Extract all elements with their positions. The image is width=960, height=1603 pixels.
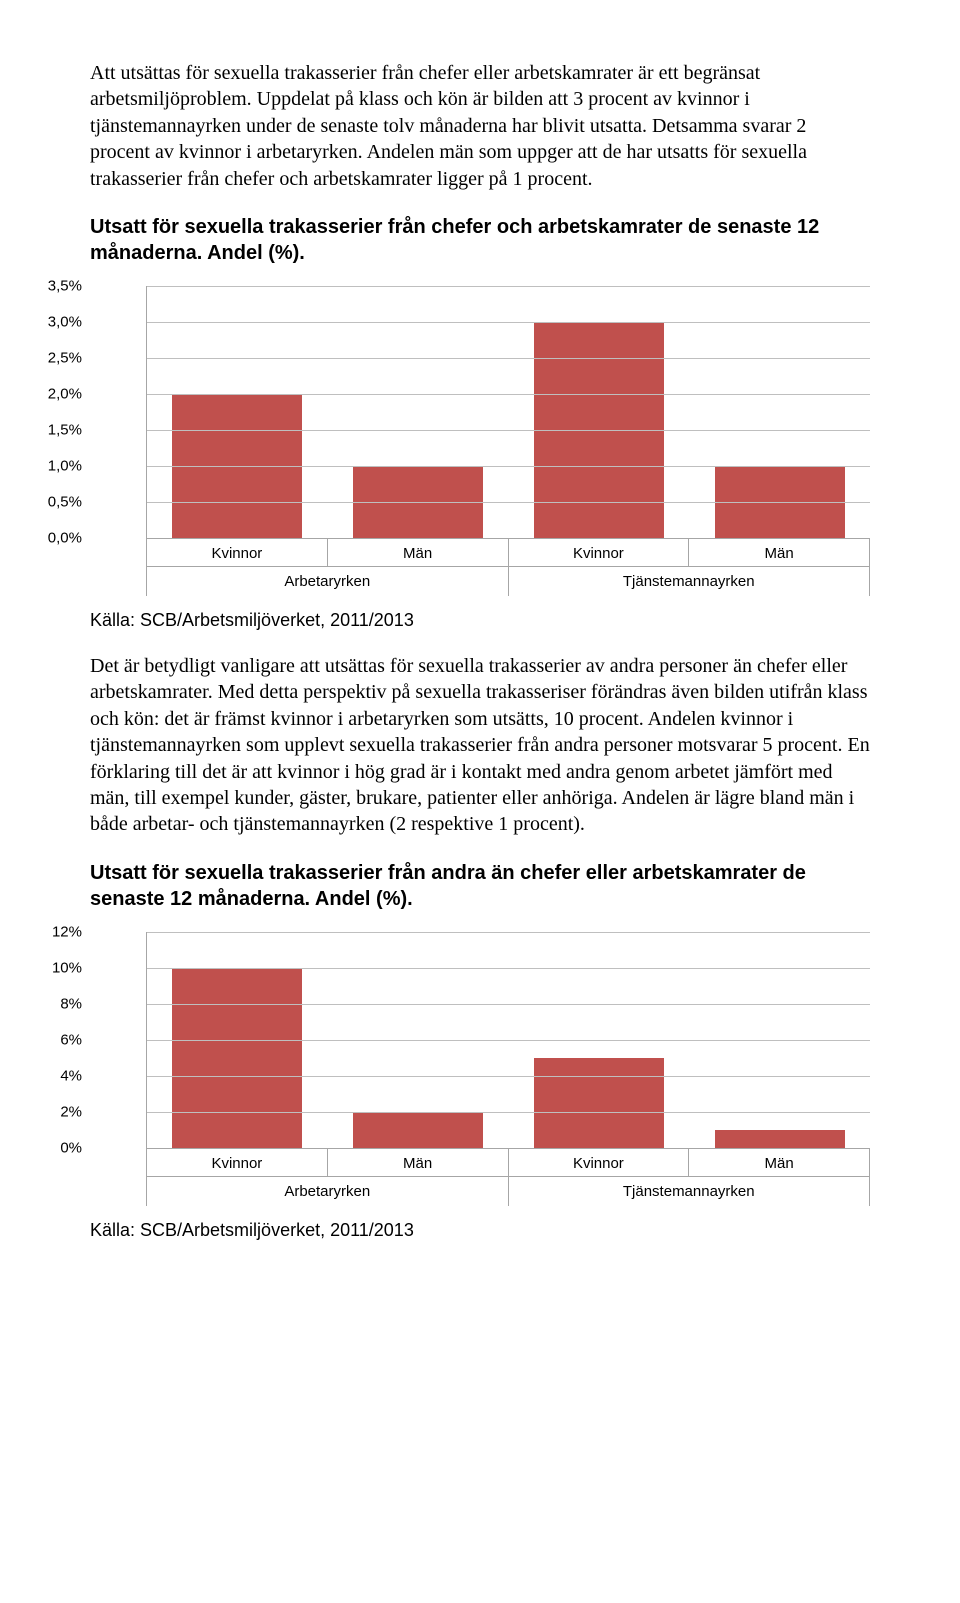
chart1-yaxis: 0,0%0,5%1,0%1,5%2,0%2,5%3,0%3,5% bbox=[90, 286, 146, 538]
chart2-xaxis: KvinnorMänKvinnorMän bbox=[146, 1149, 870, 1176]
xaxis-category-label: Kvinnor bbox=[508, 539, 689, 566]
gridline bbox=[147, 358, 870, 359]
ytick-label: 3,0% bbox=[48, 313, 90, 330]
gridline bbox=[147, 1112, 870, 1113]
xaxis-category-label: Kvinnor bbox=[508, 1149, 689, 1176]
gridline bbox=[147, 466, 870, 467]
bar-slot bbox=[509, 286, 690, 538]
paragraph-2: Det är betydligt vanligare att utsättas … bbox=[90, 653, 870, 838]
gridline bbox=[147, 286, 870, 287]
chart2-source: Källa: SCB/Arbetsmiljöverket, 2011/2013 bbox=[90, 1220, 870, 1241]
gridline bbox=[147, 430, 870, 431]
chart1-heading: Utsatt för sexuella trakasserier från ch… bbox=[90, 214, 870, 266]
gridline bbox=[147, 502, 870, 503]
chart2-yaxis: 0%2%4%6%8%10%12% bbox=[90, 932, 146, 1148]
bar-slot bbox=[328, 286, 509, 538]
chart2-heading: Utsatt för sexuella trakasserier från an… bbox=[90, 860, 870, 912]
chart1: 0,0%0,5%1,0%1,5%2,0%2,5%3,0%3,5% Kvinnor… bbox=[90, 286, 870, 596]
ytick-label: 1,5% bbox=[48, 421, 90, 438]
chart2-plot-area bbox=[146, 932, 870, 1149]
ytick-label: 0,5% bbox=[48, 493, 90, 510]
xaxis-group-label: Tjänstemannayrken bbox=[508, 1177, 871, 1206]
ytick-label: 12% bbox=[52, 923, 90, 940]
ytick-label: 2,5% bbox=[48, 349, 90, 366]
xaxis-group-label: Arbetaryrken bbox=[146, 1177, 508, 1206]
gridline bbox=[147, 932, 870, 933]
bar bbox=[172, 968, 302, 1148]
ytick-label: 2% bbox=[60, 1103, 90, 1120]
ytick-label: 10% bbox=[52, 959, 90, 976]
bar bbox=[715, 1130, 845, 1148]
gridline bbox=[147, 322, 870, 323]
chart1-source: Källa: SCB/Arbetsmiljöverket, 2011/2013 bbox=[90, 610, 870, 631]
ytick-label: 8% bbox=[60, 995, 90, 1012]
xaxis-category-label: Kvinnor bbox=[146, 539, 327, 566]
ytick-label: 6% bbox=[60, 1031, 90, 1048]
ytick-label: 3,5% bbox=[48, 277, 90, 294]
xaxis-category-label: Kvinnor bbox=[146, 1149, 327, 1176]
bar bbox=[534, 1058, 664, 1148]
ytick-label: 2,0% bbox=[48, 385, 90, 402]
ytick-label: 1,0% bbox=[48, 457, 90, 474]
gridline bbox=[147, 1076, 870, 1077]
chart2: 0%2%4%6%8%10%12% KvinnorMänKvinnorMän Ar… bbox=[90, 932, 870, 1206]
xaxis-group-label: Tjänstemannayrken bbox=[508, 567, 871, 596]
gridline bbox=[147, 394, 870, 395]
ytick-label: 0,0% bbox=[48, 529, 90, 546]
chart1-bars bbox=[147, 286, 870, 538]
bar bbox=[353, 1112, 483, 1148]
gridline bbox=[147, 1040, 870, 1041]
xaxis-category-label: Män bbox=[688, 1149, 870, 1176]
gridline bbox=[147, 968, 870, 969]
bar-slot bbox=[689, 286, 870, 538]
chart1-xaxis: KvinnorMänKvinnorMän bbox=[146, 539, 870, 566]
document-page: Att utsättas för sexuella trakasserier f… bbox=[0, 0, 960, 1303]
chart1-plot-area bbox=[146, 286, 870, 539]
bar-slot bbox=[147, 286, 328, 538]
xaxis-category-label: Män bbox=[688, 539, 870, 566]
ytick-label: 4% bbox=[60, 1067, 90, 1084]
gridline bbox=[147, 1004, 870, 1005]
ytick-label: 0% bbox=[60, 1139, 90, 1156]
xaxis-category-label: Män bbox=[327, 1149, 508, 1176]
paragraph-1: Att utsättas för sexuella trakasserier f… bbox=[90, 60, 870, 192]
xaxis-group-label: Arbetaryrken bbox=[146, 567, 508, 596]
xaxis-category-label: Män bbox=[327, 539, 508, 566]
